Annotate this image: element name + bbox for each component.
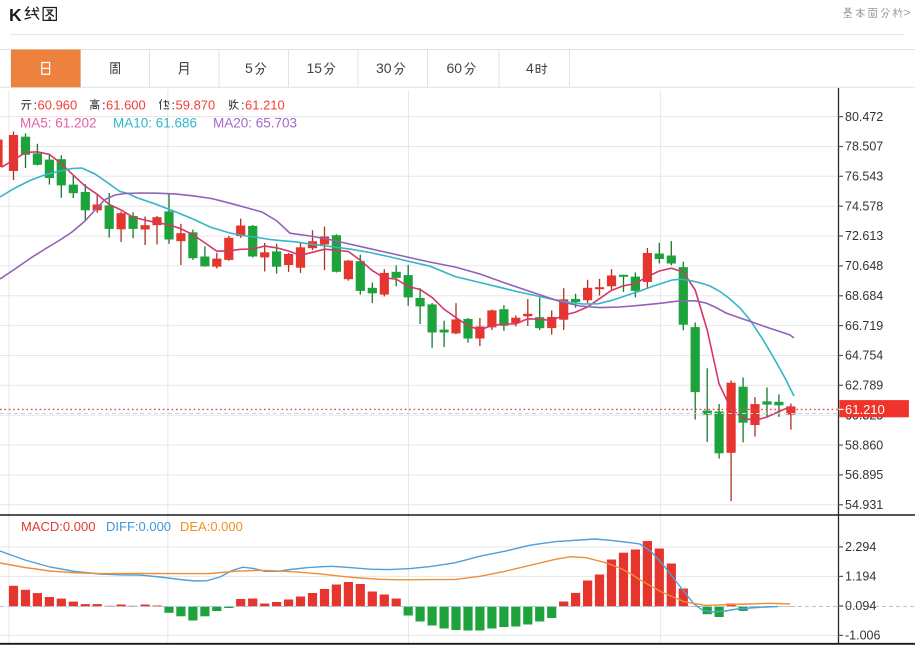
svg-text:60.960: 60.960 [38, 97, 78, 112]
svg-text:61.210: 61.210 [245, 97, 285, 112]
svg-text:MA20: 65.703: MA20: 65.703 [213, 115, 297, 130]
svg-text:61.600: 61.600 [106, 97, 146, 112]
svg-text:MACD:0.000: MACD:0.000 [21, 519, 95, 534]
svg-text:1.194: 1.194 [845, 570, 876, 584]
svg-text:62.789: 62.789 [845, 379, 883, 393]
svg-text:MA5: 61.202: MA5: 61.202 [20, 115, 97, 130]
svg-text::: : [34, 97, 38, 112]
svg-text:2.294: 2.294 [845, 540, 876, 554]
svg-text:70.648: 70.648 [845, 259, 883, 273]
svg-text:59.870: 59.870 [176, 97, 216, 112]
svg-text:MA10: 61.686: MA10: 61.686 [113, 115, 197, 130]
svg-text:66.719: 66.719 [845, 319, 883, 333]
svg-text:56.895: 56.895 [845, 468, 883, 482]
svg-text:-1.006: -1.006 [845, 629, 880, 643]
svg-text:54.931: 54.931 [845, 498, 883, 512]
svg-text:K: K [9, 5, 22, 25]
svg-text:60: 60 [447, 60, 463, 76]
svg-text:15: 15 [307, 60, 323, 76]
svg-text:61.210: 61.210 [845, 402, 885, 417]
svg-text:68.684: 68.684 [845, 289, 883, 303]
svg-text:58.860: 58.860 [845, 438, 883, 452]
svg-text:30: 30 [376, 60, 392, 76]
svg-text:5: 5 [245, 60, 253, 76]
svg-text:74.578: 74.578 [845, 199, 883, 213]
svg-text:64.754: 64.754 [845, 349, 883, 363]
svg-text:72.613: 72.613 [845, 229, 883, 243]
svg-text:4: 4 [526, 60, 534, 76]
svg-text:78.507: 78.507 [845, 140, 883, 154]
svg-text::: : [241, 97, 245, 112]
svg-text:76.543: 76.543 [845, 170, 883, 184]
svg-text:0.094: 0.094 [845, 599, 876, 613]
svg-text:DIFF:0.000: DIFF:0.000 [106, 519, 171, 534]
svg-text:DEA:0.000: DEA:0.000 [180, 519, 243, 534]
svg-text:>: > [904, 6, 911, 20]
svg-text::: : [102, 97, 106, 112]
svg-text:80.472: 80.472 [845, 110, 883, 124]
svg-text::: : [172, 97, 176, 112]
